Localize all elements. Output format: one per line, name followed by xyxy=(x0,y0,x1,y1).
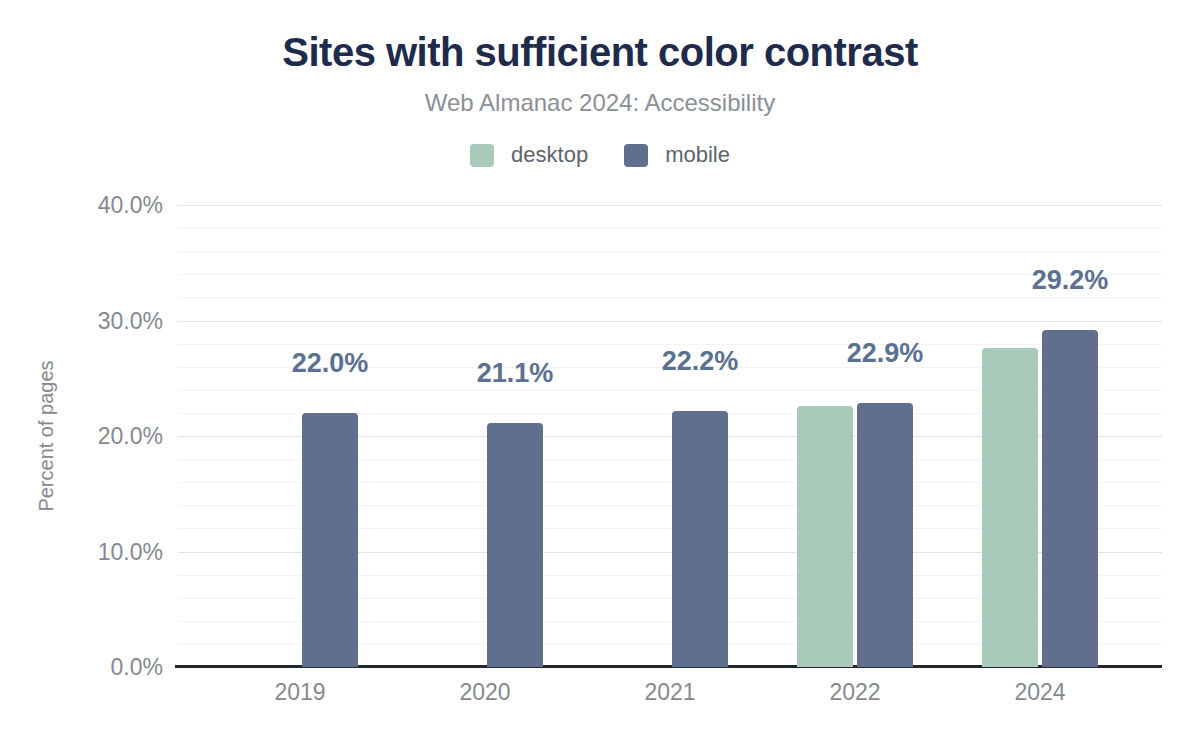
bar-mobile-2019 xyxy=(302,413,358,667)
legend-item-mobile: mobile xyxy=(624,142,730,168)
chart-legend: desktop mobile xyxy=(0,142,1200,168)
y-tick-label: 40.0% xyxy=(83,192,163,219)
bar-mobile-2022 xyxy=(857,403,913,667)
data-label-2020: 21.1% xyxy=(477,358,554,389)
bar-mobile-2020 xyxy=(487,423,543,667)
gridline-minor xyxy=(178,344,1162,345)
bar-desktop-2024 xyxy=(982,348,1038,667)
data-label-2022: 22.9% xyxy=(847,338,924,369)
x-tick-label: 2020 xyxy=(459,679,510,706)
chart-subtitle: Web Almanac 2024: Accessibility xyxy=(0,89,1200,117)
y-tick-label: 20.0% xyxy=(83,423,163,450)
legend-label-desktop: desktop xyxy=(511,142,588,168)
gridline-minor xyxy=(178,228,1162,229)
y-tick-label: 10.0% xyxy=(83,538,163,565)
gridline-major xyxy=(178,321,1162,322)
bar-mobile-2024 xyxy=(1042,330,1098,667)
chart-title: Sites with sufficient color contrast xyxy=(0,30,1200,75)
gridline-minor xyxy=(178,297,1162,298)
x-tick-label: 2022 xyxy=(829,679,880,706)
x-tick-label: 2024 xyxy=(1014,679,1065,706)
legend-item-desktop: desktop xyxy=(470,142,588,168)
plot-area: 0.0%10.0%20.0%30.0%40.0%2019202020212022… xyxy=(178,205,1162,667)
bar-desktop-2022 xyxy=(797,406,853,667)
y-axis-title: Percent of pages xyxy=(35,360,58,511)
data-label-2019: 22.0% xyxy=(292,348,369,379)
y-tick-label: 30.0% xyxy=(83,307,163,334)
gridline-minor xyxy=(178,251,1162,252)
y-tick-label: 0.0% xyxy=(83,654,163,681)
x-tick-label: 2021 xyxy=(644,679,695,706)
x-tick-label: 2019 xyxy=(274,679,325,706)
bar-mobile-2021 xyxy=(672,411,728,667)
data-label-2024: 29.2% xyxy=(1032,265,1109,296)
desktop-swatch-icon xyxy=(470,144,494,167)
chart-page: Sites with sufficient color contrast Web… xyxy=(0,0,1200,742)
mobile-swatch-icon xyxy=(624,144,648,167)
data-label-2021: 22.2% xyxy=(662,346,739,377)
gridline-minor xyxy=(178,274,1162,275)
gridline-major xyxy=(178,205,1162,206)
legend-label-mobile: mobile xyxy=(665,142,730,168)
